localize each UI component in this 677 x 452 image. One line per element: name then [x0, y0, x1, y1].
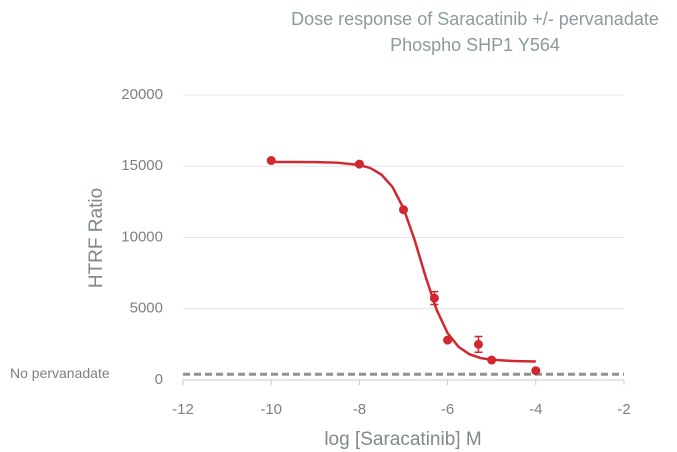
- x-tick-label: -12: [172, 401, 194, 418]
- chart-title: Dose response of Saracatinib +/- pervana…: [291, 9, 659, 29]
- data-point: [531, 366, 541, 376]
- y-axis-title: HTRF Ratio: [86, 188, 107, 288]
- data-point: [266, 156, 276, 166]
- y-tick-label: 15000: [121, 157, 163, 174]
- y-tick-label: 5000: [130, 300, 163, 317]
- x-tick-label: -10: [260, 401, 282, 418]
- reference-label: No pervanadate: [10, 365, 110, 381]
- x-tick-label: -2: [617, 401, 630, 418]
- y-tick-label: 10000: [121, 228, 163, 245]
- data-point: [473, 339, 483, 349]
- x-tick-label: -8: [353, 401, 366, 418]
- chart-subtitle: Phospho SHP1 Y564: [390, 35, 560, 55]
- x-tick-label: -6: [441, 401, 454, 418]
- x-axis-title: log [Saracatinib] M: [324, 429, 481, 450]
- x-tick-label: -4: [529, 401, 542, 418]
- fit-curve: [271, 160, 536, 363]
- y-tick-label: 0: [155, 371, 163, 388]
- y-tick-label: 20000: [121, 86, 163, 103]
